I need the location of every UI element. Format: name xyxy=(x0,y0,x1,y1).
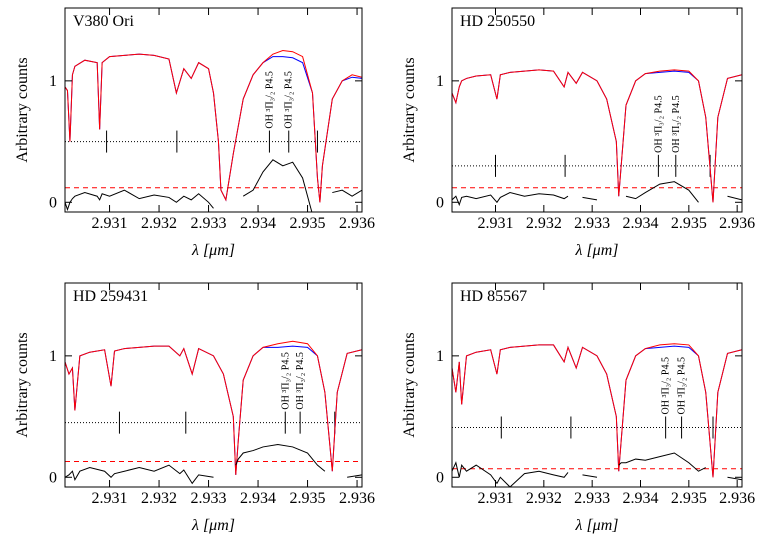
axes-frame xyxy=(64,282,363,488)
annotation: OH ³Π₃/₂ P4.5 xyxy=(653,95,664,152)
y-axis-label: Arbitrary counts xyxy=(401,332,418,437)
x-tick-label: 2.932 xyxy=(141,215,177,232)
y-tick-label: 1 xyxy=(436,348,444,365)
x-tick-label: 2.935 xyxy=(671,215,707,232)
y-tick-label: 0 xyxy=(49,469,57,486)
x-tick-label: 2.931 xyxy=(92,215,128,232)
y-tick-label: 1 xyxy=(436,73,444,90)
axes-frame xyxy=(64,7,363,213)
spectrum-line xyxy=(65,443,362,485)
y-tick-label: 0 xyxy=(49,194,57,211)
plot-area xyxy=(452,69,742,207)
axes-frame xyxy=(451,282,743,488)
y-tick-label: 0 xyxy=(436,194,444,211)
x-tick-label: 2.933 xyxy=(574,215,610,232)
annotation: OH ³Π₃/₂ P4.5 xyxy=(661,357,672,414)
annotation: OH ³Π₃/₂ P4.5 xyxy=(280,352,291,409)
annotation: OH ³Π₃/₂ P4.5 xyxy=(295,352,306,409)
annotation: OH ³Π₃/₂ P4.5 xyxy=(671,95,682,152)
y-tick-label: 1 xyxy=(49,348,57,365)
annotation: OH ³Π₃/₂ P4.5 xyxy=(677,357,688,414)
spectrum-line xyxy=(452,452,742,487)
x-tick-label: 2.935 xyxy=(290,490,326,507)
plot-area xyxy=(452,343,742,487)
x-tick-label: 2.934 xyxy=(623,215,659,232)
y-axis-label: Arbitrary counts xyxy=(14,332,31,437)
panel-title: V380 Ori xyxy=(73,13,134,30)
spectrum-line xyxy=(65,340,362,475)
x-tick-label: 2.932 xyxy=(526,215,562,232)
annotation: OH ³Π₃/₂ P4.5 xyxy=(264,71,275,128)
spectrum-line xyxy=(65,159,362,212)
spectrum-line xyxy=(452,343,742,478)
x-tick-label: 2.932 xyxy=(141,490,177,507)
plot-area xyxy=(65,340,362,485)
x-tick-label: 2.931 xyxy=(92,490,128,507)
panel-title: HD 259431 xyxy=(73,288,148,305)
x-tick-label: 2.934 xyxy=(240,215,276,232)
x-tick-label: 2.934 xyxy=(240,490,276,507)
x-tick-label: 2.933 xyxy=(191,215,227,232)
spectrum-line xyxy=(65,345,362,475)
annotation: OH ³Π₃/₂ P4.5 xyxy=(284,71,295,128)
spectrum-line xyxy=(452,181,742,207)
y-tick-label: 1 xyxy=(49,73,57,90)
x-tick-label: 2.935 xyxy=(290,215,326,232)
x-tick-label: 2.935 xyxy=(671,490,707,507)
x-tick-label: 2.934 xyxy=(623,490,659,507)
x-tick-label: 2.932 xyxy=(526,490,562,507)
spectrum-line xyxy=(452,69,742,203)
plot-area xyxy=(65,49,362,212)
y-axis-label: Arbitrary counts xyxy=(401,57,418,162)
x-tick-label: 2.936 xyxy=(339,215,375,232)
x-tick-label: 2.936 xyxy=(719,490,755,507)
x-axis-label: λ [μm] xyxy=(575,517,619,534)
y-tick-label: 0 xyxy=(436,469,444,486)
x-tick-label: 2.931 xyxy=(478,490,514,507)
axes-frame xyxy=(451,7,743,213)
x-tick-label: 2.933 xyxy=(574,490,610,507)
x-axis-label: λ [μm] xyxy=(191,242,235,259)
x-tick-label: 2.931 xyxy=(478,215,514,232)
x-tick-label: 2.933 xyxy=(191,490,227,507)
spectrum-line xyxy=(452,69,742,203)
spectrum-line xyxy=(65,49,362,203)
x-tick-label: 2.936 xyxy=(339,490,375,507)
x-axis-label: λ [μm] xyxy=(191,517,235,534)
x-tick-label: 2.936 xyxy=(719,215,755,232)
panel-title: HD 85567 xyxy=(460,288,527,305)
spectrum-line xyxy=(452,344,742,478)
panel-title: HD 250550 xyxy=(460,13,535,30)
y-axis-label: Arbitrary counts xyxy=(14,57,31,162)
x-axis-label: λ [μm] xyxy=(575,242,619,259)
